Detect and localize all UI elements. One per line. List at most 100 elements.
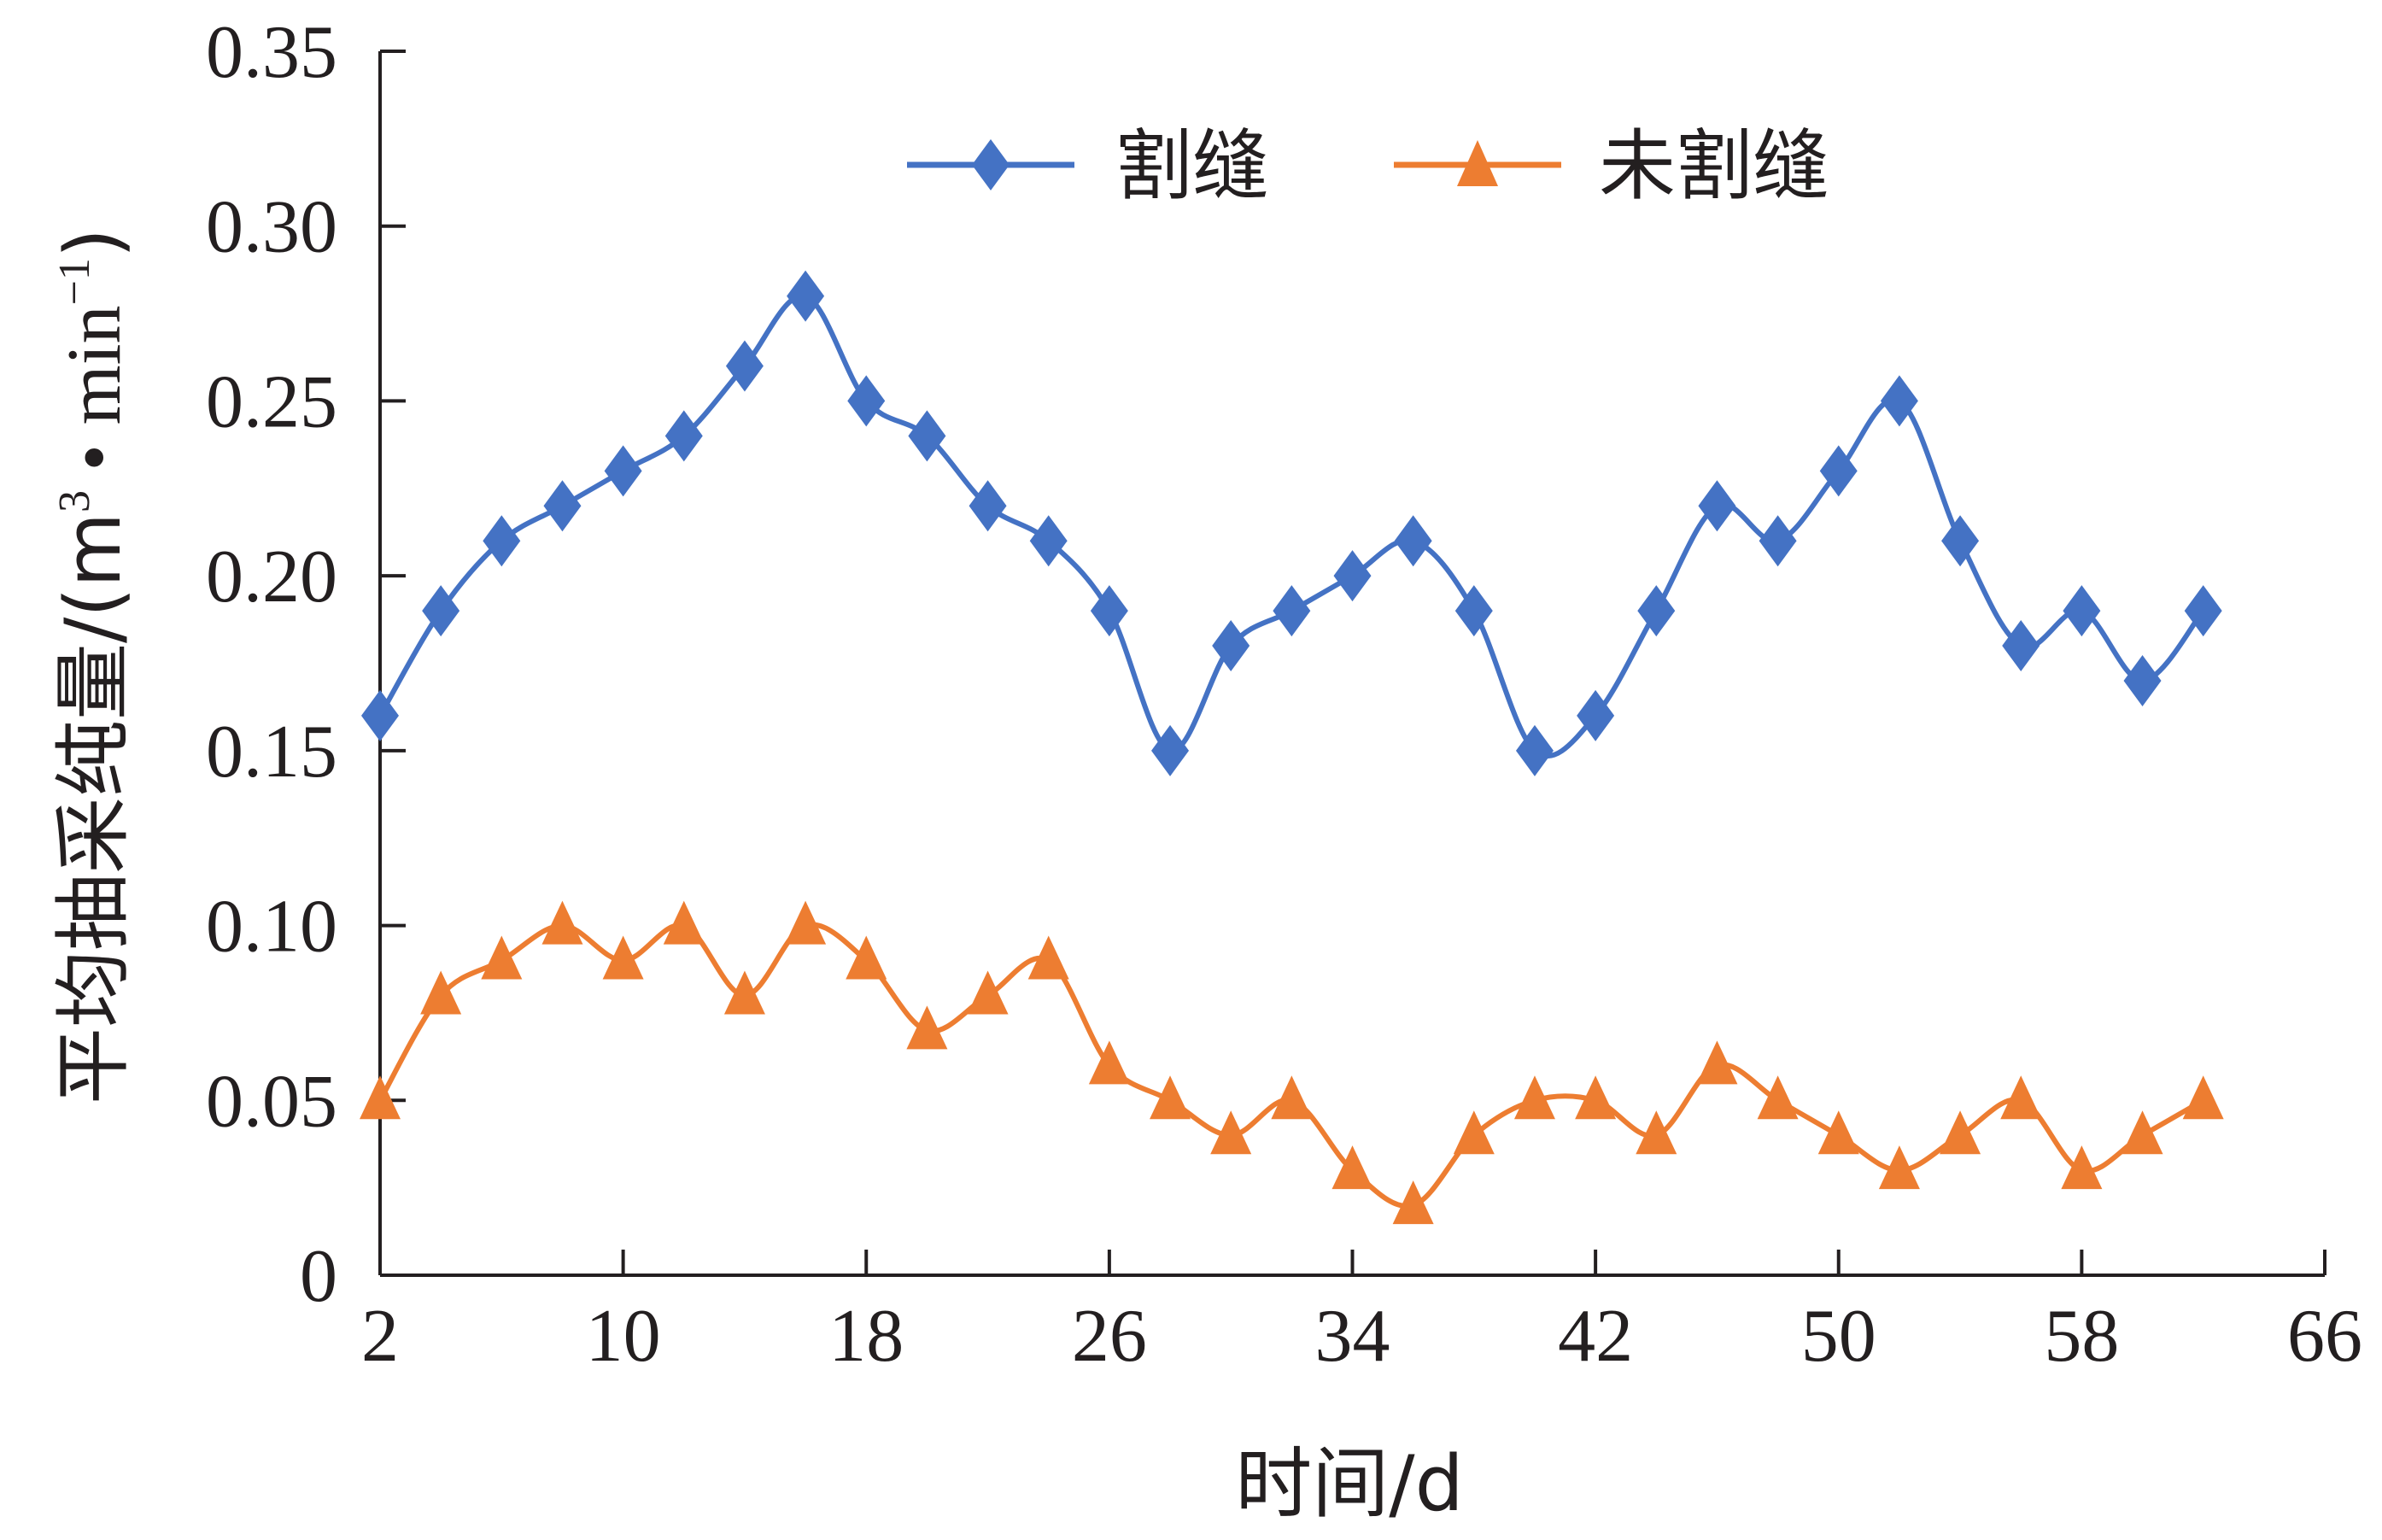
- y-tick-label: 0.25: [206, 360, 337, 443]
- data-point-triangle: [1940, 1110, 1981, 1155]
- y-axis-title-sup1: 3: [50, 490, 99, 512]
- data-point-triangle: [602, 935, 644, 980]
- y-axis-title-end: ): [49, 228, 138, 258]
- data-point-triangle: [481, 935, 523, 980]
- data-point-diamond: [2184, 585, 2222, 637]
- legend-marker-triangle: [1457, 140, 1498, 186]
- x-tick-label: 2: [361, 1295, 399, 1378]
- y-tick-label: 0: [300, 1235, 337, 1318]
- legend: 割缝 未割缝: [907, 121, 1829, 211]
- data-point-diamond: [1698, 480, 1736, 532]
- series-0: [361, 270, 2222, 776]
- y-axis-title-main: 平均抽采纯量/(m: [49, 512, 138, 1104]
- data-point-triangle: [1392, 1180, 1434, 1225]
- series-line-1: [377, 922, 2205, 1209]
- data-point-triangle: [1575, 1075, 1617, 1120]
- data-point-triangle: [1088, 1040, 1130, 1085]
- legend-label-0: 割缝: [1115, 121, 1269, 211]
- data-point-triangle: [2122, 1110, 2163, 1155]
- data-point-triangle: [541, 900, 583, 945]
- y-tick-label: 0.10: [206, 886, 337, 969]
- data-point-triangle: [1027, 935, 1069, 980]
- series-line-0: [377, 293, 2206, 758]
- y-tick-label: 0.15: [206, 711, 337, 793]
- data-point-diamond: [908, 410, 946, 462]
- data-point-diamond: [2123, 654, 2162, 706]
- data-point-diamond: [1637, 585, 1676, 637]
- data-point-diamond: [1515, 724, 1554, 776]
- data-point-triangle: [1636, 1110, 1677, 1155]
- data-point-diamond: [1273, 585, 1311, 637]
- data-point-diamond: [1029, 515, 1068, 567]
- x-tick-label: 66: [2287, 1295, 2362, 1378]
- legend-item-orange: 未割缝: [1394, 121, 1829, 211]
- data-point-diamond: [1880, 375, 1918, 427]
- data-point-diamond: [543, 480, 582, 532]
- y-tick-label: 0.05: [206, 1060, 337, 1143]
- data-point-triangle: [420, 970, 462, 1015]
- y-axis-title-mid: • min: [52, 305, 137, 490]
- x-tick-label: 34: [1315, 1295, 1390, 1378]
- data-point-diamond: [1394, 515, 1432, 567]
- data-point-triangle: [360, 1075, 401, 1120]
- data-point-triangle: [785, 900, 827, 945]
- data-point-diamond: [422, 585, 460, 637]
- data-point-diamond: [1577, 689, 1615, 741]
- x-ticks: 2 10 18 26 34 42 50 58 66: [361, 1250, 2362, 1378]
- data-point-triangle: [906, 1005, 948, 1050]
- legend-label-1: 未割缝: [1599, 121, 1829, 211]
- data-point-diamond: [1333, 550, 1372, 602]
- data-point-triangle: [1453, 1110, 1495, 1155]
- data-point-diamond: [361, 689, 399, 741]
- data-point-diamond: [604, 445, 642, 497]
- data-point-diamond: [969, 480, 1007, 532]
- data-point-diamond: [1941, 515, 1980, 567]
- data-point-diamond: [1454, 585, 1493, 637]
- data-point-diamond: [1212, 620, 1250, 672]
- x-tick-label: 50: [1801, 1295, 1876, 1378]
- data-point-triangle: [1878, 1145, 1920, 1190]
- x-axis-title: 时间/d: [1235, 1439, 1463, 1529]
- data-point-diamond: [1759, 515, 1797, 567]
- data-point-triangle: [967, 970, 1009, 1015]
- data-point-diamond: [664, 410, 703, 462]
- data-point-diamond: [725, 340, 764, 392]
- data-point-triangle: [1271, 1075, 1313, 1120]
- series-1: [360, 900, 2224, 1225]
- y-tick-label: 0.35: [206, 11, 337, 94]
- y-axis-title-sup2: −1: [50, 258, 99, 305]
- y-tick-label: 0.20: [206, 536, 337, 618]
- data-point-triangle: [846, 935, 887, 980]
- data-point-triangle: [2000, 1075, 2042, 1120]
- x-tick-label: 10: [586, 1295, 661, 1378]
- data-point-triangle: [1150, 1075, 1191, 1120]
- data-point-triangle: [723, 970, 765, 1015]
- y-tick-label: 0.30: [206, 186, 337, 269]
- data-point-diamond: [2002, 620, 2040, 672]
- x-tick-label: 42: [1558, 1295, 1633, 1378]
- data-point-triangle: [1696, 1040, 1738, 1085]
- data-point-diamond: [1819, 445, 1858, 497]
- data-point-triangle: [663, 900, 705, 945]
- data-point-triangle: [1331, 1145, 1373, 1190]
- legend-marker-diamond: [972, 139, 1010, 190]
- data-point-triangle: [1817, 1110, 1859, 1155]
- axes: 0 0.05 0.10 0.15 0.20 0.25 0.30 0.35 2 10 18 26 34 4…: [206, 11, 2362, 1378]
- y-axis-title: 平均抽采纯量/(m3 • min−1): [49, 228, 138, 1104]
- data-point-diamond: [847, 375, 886, 427]
- y-ticks: 0 0.05 0.10 0.15 0.20 0.25 0.30 0.35: [206, 11, 406, 1318]
- x-tick-label: 18: [828, 1295, 904, 1378]
- data-point-diamond: [2063, 585, 2101, 637]
- data-point-triangle: [1210, 1110, 1252, 1155]
- x-tick-label: 58: [2044, 1295, 2119, 1378]
- series-layer: [360, 270, 2224, 1225]
- data-point-triangle: [2061, 1145, 2103, 1190]
- data-point-triangle: [1513, 1075, 1555, 1120]
- data-point-diamond: [1151, 724, 1190, 776]
- legend-item-blue: 割缝: [907, 121, 1269, 211]
- data-point-diamond: [483, 515, 521, 567]
- data-point-triangle: [2182, 1075, 2224, 1120]
- data-point-triangle: [1757, 1075, 1799, 1120]
- data-point-diamond: [787, 270, 825, 322]
